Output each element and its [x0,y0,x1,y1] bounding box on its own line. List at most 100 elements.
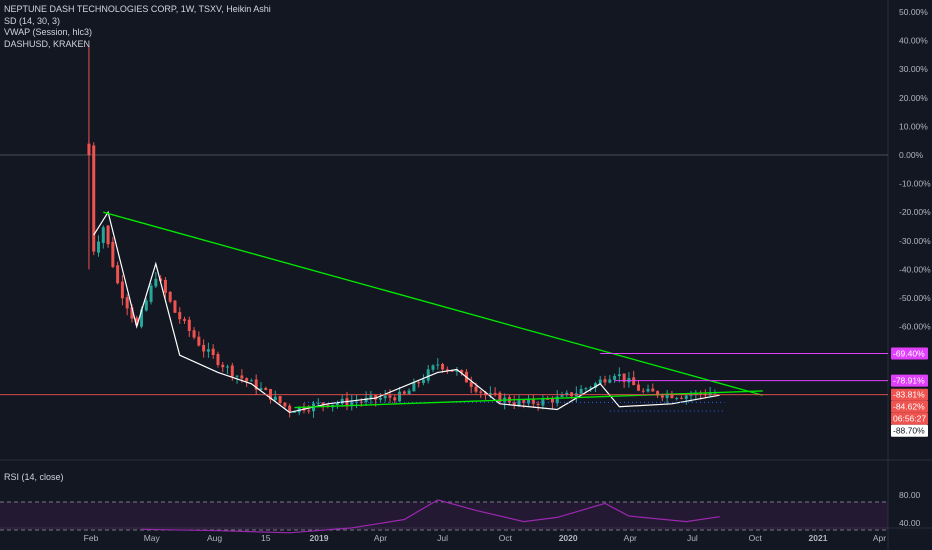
candle-body [226,366,230,368]
candle-body [550,398,554,403]
price-axis-label-bg [891,347,928,360]
time-axis-tick-label: Feb [84,533,99,543]
candle-body [488,392,492,396]
price-axis-label-bg [891,424,928,437]
price-axis-label: 06:56:27 [893,414,926,424]
candle-body [498,392,502,403]
candle-body [335,403,339,405]
candle-body [417,382,421,384]
candle-body [197,336,201,346]
candle-body [111,241,115,267]
legend-vwap: VWAP (Session, hlc3) [4,27,93,37]
candle-body [431,365,435,370]
candle-body [536,403,540,405]
candle-body [603,379,607,383]
price-axis-label: -88.70% [893,426,925,436]
legend-compare: DASHUSD, KRAKEN [4,38,91,49]
candle-body [259,388,263,390]
candle-body [593,383,597,388]
candle-body [221,364,225,368]
candle-body [216,353,220,366]
candle-body [125,297,129,309]
candle-body [546,398,550,400]
candle-body [660,395,664,398]
candles-group [87,46,717,418]
candle-body [398,391,402,402]
time-axis-tick-label: Apr [873,533,886,543]
price-axis-label-bg [891,374,928,387]
candle-body [374,395,378,400]
price-axis-label: -69.40% [893,348,925,358]
candle-body [541,398,545,406]
candle-body [646,388,650,392]
candle-body [140,309,144,327]
candle-body [402,391,406,394]
candle-body [622,373,626,382]
candle-body [206,349,210,352]
candle-body [675,397,679,399]
candle-body [426,369,430,381]
price-axis-label-bg [891,388,928,401]
candle-body [364,397,368,403]
candle-body [393,397,397,401]
candle-body [183,319,187,321]
candle-body [264,387,268,391]
candle-body [689,394,693,396]
rsi-band-fill [0,502,888,530]
candle-body [679,397,683,399]
time-axis-tick-label: May [144,533,161,543]
price-axis-tick-label: -30.00% [899,236,931,246]
time-axis-tick-label: Apr [624,533,637,543]
candle-body [570,392,574,397]
time-axis-tick-label: 2021 [809,533,828,543]
candle-body [168,291,172,302]
trendline [294,390,763,409]
candle-body [369,395,373,399]
candle-body [421,379,425,384]
candle-body [479,391,483,393]
candle-body [522,399,526,404]
price-axis-tick-label: 20.00% [899,93,928,103]
candle-body [407,390,411,395]
price-axis-tick-label: -10.00% [899,179,931,189]
candle-body [579,388,583,394]
rsi-line [141,499,720,534]
chart-legend: NEPTUNE DASH TECHNOLOGIES CORP, 1W, TSXV… [4,4,271,50]
candle-body [436,364,440,366]
time-axis-tick-label: Aug [207,533,222,543]
candle-body [340,398,344,404]
candle-body [531,398,535,404]
candle-body [665,393,669,398]
candle-body [316,402,320,404]
candle-body [388,395,392,398]
candle-body [684,395,688,399]
trendline [103,211,763,396]
price-axis-label-bg [891,400,928,413]
price-axis-tick-label: 40.00% [899,36,928,46]
time-axis-tick-label: Oct [499,533,513,543]
candle-body [92,145,96,252]
candle-body [159,278,163,282]
price-axis-tick-label: 0.00% [899,150,924,160]
candle-body [450,370,454,372]
candle-body [617,374,621,377]
price-axis-tick-label: 30.00% [899,64,928,74]
price-axis-label: -78.91% [893,376,925,386]
rsi-axis-tick-label: 80.00 [899,490,921,500]
candle-body [202,344,206,352]
candle-body [383,395,387,399]
candle-body [598,379,602,384]
candle-body [154,278,158,287]
candle-body [555,396,559,404]
candle-body [493,392,497,394]
candle-body [589,387,593,389]
candle-body [460,370,464,373]
candle-body [120,281,124,299]
candle-body [656,391,660,396]
price-axis-tick-label: -50.00% [899,293,931,303]
candle-body [670,393,674,399]
compare-line [93,210,720,414]
time-axis-tick-label: 15 [261,533,271,543]
candle-body [359,401,363,403]
